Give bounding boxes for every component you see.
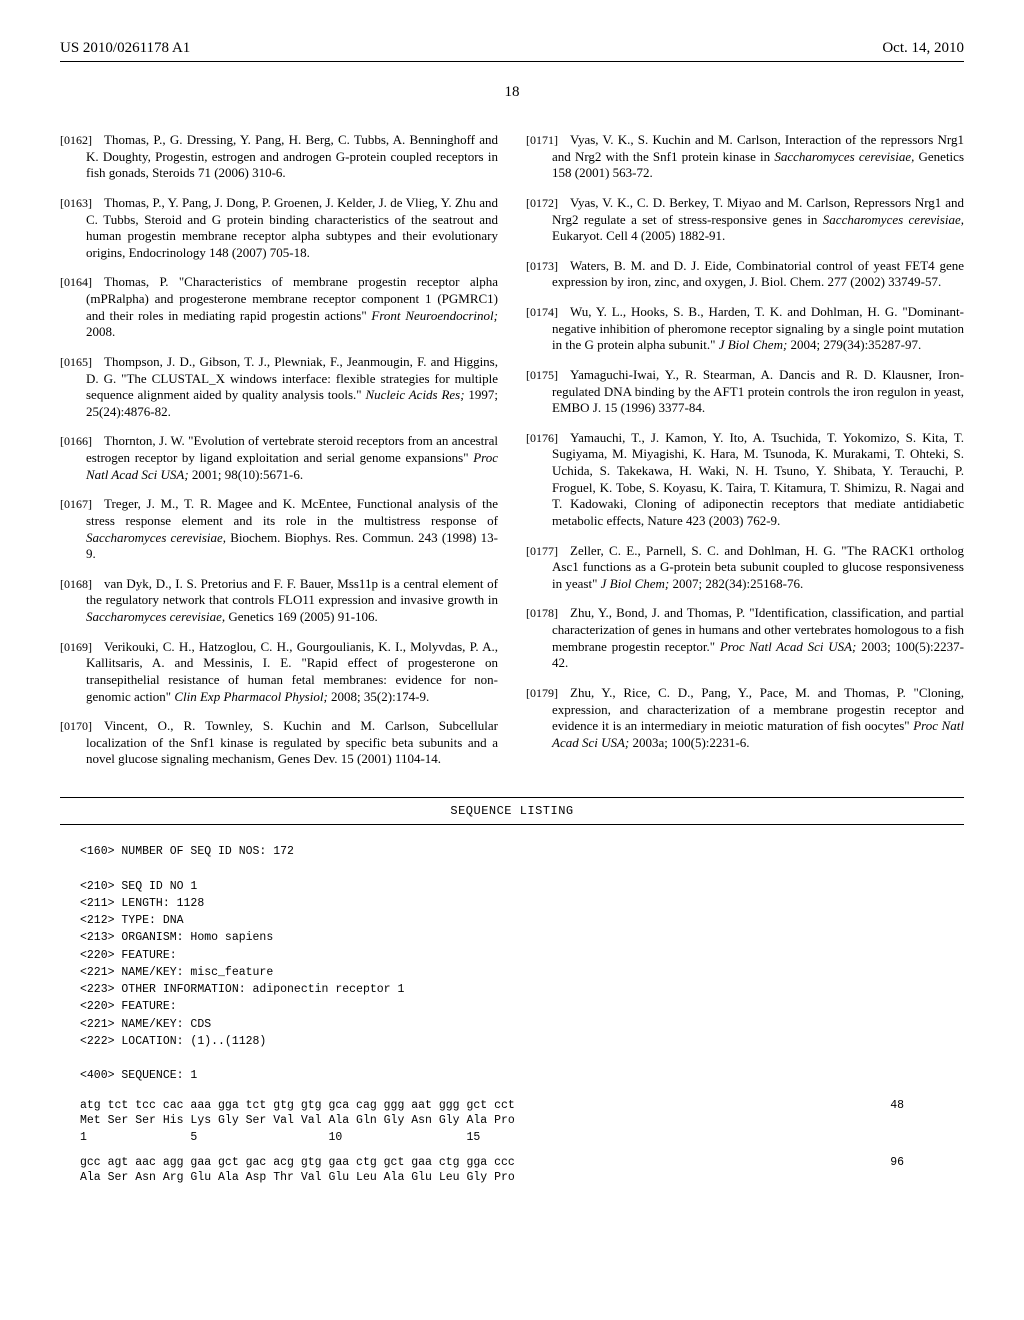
- publication-number: US 2010/0261178 A1: [60, 40, 190, 57]
- reference-number: [0177]: [526, 544, 570, 558]
- reference-entry: [0179] Zhu, Y., Rice, C. D., Pang, Y., P…: [526, 685, 964, 752]
- header-rule: [60, 61, 964, 62]
- codon-seq: gcc agt aac agg gaa gct gac acg gtg gaa …: [80, 1156, 515, 1169]
- sequence-listing-section: SEQUENCE LISTING <160> NUMBER OF SEQ ID …: [60, 797, 964, 1186]
- reference-entry: [0164] Thomas, P. "Characteristics of me…: [60, 274, 498, 341]
- reference-entry: [0177] Zeller, C. E., Parnell, S. C. and…: [526, 543, 964, 593]
- sequence-aa-row-1: Met Ser Ser His Lys Gly Ser Val Val Ala …: [60, 1112, 964, 1129]
- sequence-aa-row-2: Ala Ser Asn Arg Glu Ala Asp Thr Val Glu …: [60, 1169, 964, 1186]
- reference-number: [0176]: [526, 431, 570, 445]
- reference-italic: Nucleic Acids Res;: [365, 387, 464, 402]
- reference-entry: [0167] Treger, J. M., T. R. Magee and K.…: [60, 496, 498, 563]
- reference-entry: [0169] Verikouki, C. H., Hatzoglou, C. H…: [60, 639, 498, 706]
- reference-number: [0170]: [60, 719, 104, 733]
- reference-italic: Proc Natl Acad Sci USA;: [86, 450, 498, 482]
- reference-number: [0169]: [60, 640, 104, 654]
- publication-date: Oct. 14, 2010: [882, 40, 964, 57]
- reference-number: [0166]: [60, 434, 104, 448]
- reference-entry: [0175] Yamaguchi-Iwai, Y., R. Stearman, …: [526, 367, 964, 417]
- reference-entry: [0170] Vincent, O., R. Townley, S. Kuchi…: [60, 718, 498, 768]
- reference-number: [0162]: [60, 133, 104, 147]
- reference-entry: [0166] Thornton, J. W. "Evolution of ver…: [60, 433, 498, 483]
- reference-entry: [0171] Vyas, V. K., S. Kuchin and M. Car…: [526, 132, 964, 182]
- sequence-codon-row-1: atg tct tcc cac aaa gga tct gtg gtg gca …: [60, 1099, 964, 1112]
- reference-italic: Saccharomyces cerevisiae,: [823, 212, 964, 227]
- codon-seq: atg tct tcc cac aaa gga tct gtg gtg gca …: [80, 1099, 515, 1112]
- reference-number: [0167]: [60, 497, 104, 511]
- reference-entry: [0172] Vyas, V. K., C. D. Berkey, T. Miy…: [526, 195, 964, 245]
- reference-number: [0164]: [60, 275, 104, 289]
- sequence-listing-title: SEQUENCE LISTING: [60, 800, 964, 822]
- reference-italic: Clin Exp Pharmacol Physiol;: [174, 689, 327, 704]
- reference-italic: Saccharomyces cerevisiae,: [86, 609, 225, 624]
- seq-top-rule: [60, 797, 964, 798]
- reference-number: [0165]: [60, 355, 104, 369]
- reference-number: [0171]: [526, 133, 570, 147]
- reference-number: [0168]: [60, 577, 104, 591]
- page-number: 18: [60, 84, 964, 101]
- reference-italic: Proc Natl Acad Sci USA;: [720, 639, 857, 654]
- reference-entry: [0176] Yamauchi, T., J. Kamon, Y. Ito, A…: [526, 430, 964, 530]
- left-column: [0162] Thomas, P., G. Dressing, Y. Pang,…: [60, 119, 498, 769]
- right-column: [0171] Vyas, V. K., S. Kuchin and M. Car…: [526, 119, 964, 769]
- reference-number: [0174]: [526, 305, 570, 319]
- reference-italic: J Biol Chem;: [601, 576, 670, 591]
- reference-italic: Proc Natl Acad Sci USA;: [552, 718, 964, 750]
- reference-entry: [0174] Wu, Y. L., Hooks, S. B., Harden, …: [526, 304, 964, 354]
- sequence-header-block: <160> NUMBER OF SEQ ID NOS: 172 <210> SE…: [60, 843, 964, 1085]
- sequence-codon-row-2: gcc agt aac agg gaa gct gac acg gtg gaa …: [60, 1156, 964, 1169]
- page-header: US 2010/0261178 A1 Oct. 14, 2010: [60, 40, 964, 57]
- codon-pos: 96: [890, 1156, 904, 1169]
- reference-entry: [0165] Thompson, J. D., Gibson, T. J., P…: [60, 354, 498, 421]
- reference-number: [0173]: [526, 259, 570, 273]
- reference-entry: [0178] Zhu, Y., Bond, J. and Thomas, P. …: [526, 605, 964, 672]
- codon-pos: 48: [890, 1099, 904, 1112]
- reference-entry: [0163] Thomas, P., Y. Pang, J. Dong, P. …: [60, 195, 498, 262]
- reference-number: [0163]: [60, 196, 104, 210]
- reference-number: [0175]: [526, 368, 570, 382]
- reference-entry: [0168] van Dyk, D., I. S. Pretorius and …: [60, 576, 498, 626]
- reference-number: [0179]: [526, 686, 570, 700]
- sequence-idx-row-1: 1 5 10 15: [60, 1129, 964, 1146]
- patent-page: US 2010/0261178 A1 Oct. 14, 2010 18 [016…: [0, 0, 1024, 1226]
- reference-number: [0178]: [526, 606, 570, 620]
- reference-italic: Saccharomyces cerevisiae,: [86, 530, 226, 545]
- reference-italic: J Biol Chem;: [719, 337, 788, 352]
- seq-bottom-rule: [60, 824, 964, 825]
- reference-italic: Saccharomyces cerevisiae,: [774, 149, 914, 164]
- reference-italic: Front Neuroendocrinol;: [371, 308, 498, 323]
- two-column-body: [0162] Thomas, P., G. Dressing, Y. Pang,…: [60, 119, 964, 769]
- reference-entry: [0173] Waters, B. M. and D. J. Eide, Com…: [526, 258, 964, 291]
- reference-number: [0172]: [526, 196, 570, 210]
- reference-entry: [0162] Thomas, P., G. Dressing, Y. Pang,…: [60, 132, 498, 182]
